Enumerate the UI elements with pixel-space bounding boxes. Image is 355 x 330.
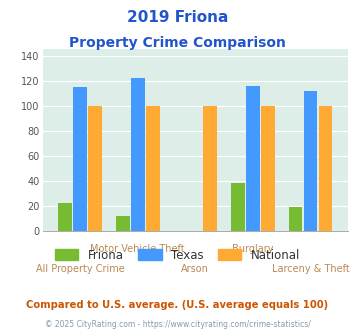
Legend: Friona, Texas, National: Friona, Texas, National bbox=[50, 244, 305, 266]
Text: Burglary: Burglary bbox=[232, 244, 274, 254]
Bar bbox=[246, 86, 260, 231]
Text: Compared to U.S. average. (U.S. average equals 100): Compared to U.S. average. (U.S. average … bbox=[26, 300, 329, 310]
Text: All Property Crime: All Property Crime bbox=[36, 264, 124, 274]
Text: Larceny & Theft: Larceny & Theft bbox=[272, 264, 349, 274]
Bar bbox=[261, 106, 275, 231]
Bar bbox=[231, 183, 245, 231]
Bar bbox=[318, 106, 332, 231]
Bar bbox=[116, 216, 130, 231]
Text: 2019 Friona: 2019 Friona bbox=[127, 10, 228, 25]
Text: Motor Vehicle Theft: Motor Vehicle Theft bbox=[90, 244, 185, 254]
Bar bbox=[304, 91, 317, 231]
Bar bbox=[146, 106, 159, 231]
Text: Property Crime Comparison: Property Crime Comparison bbox=[69, 36, 286, 50]
Bar bbox=[73, 87, 87, 231]
Bar bbox=[58, 204, 72, 231]
Bar bbox=[203, 106, 217, 231]
Text: © 2025 CityRating.com - https://www.cityrating.com/crime-statistics/: © 2025 CityRating.com - https://www.city… bbox=[45, 320, 310, 329]
Bar bbox=[88, 106, 102, 231]
Bar bbox=[289, 207, 302, 231]
Text: Arson: Arson bbox=[181, 264, 209, 274]
Bar bbox=[131, 78, 144, 231]
